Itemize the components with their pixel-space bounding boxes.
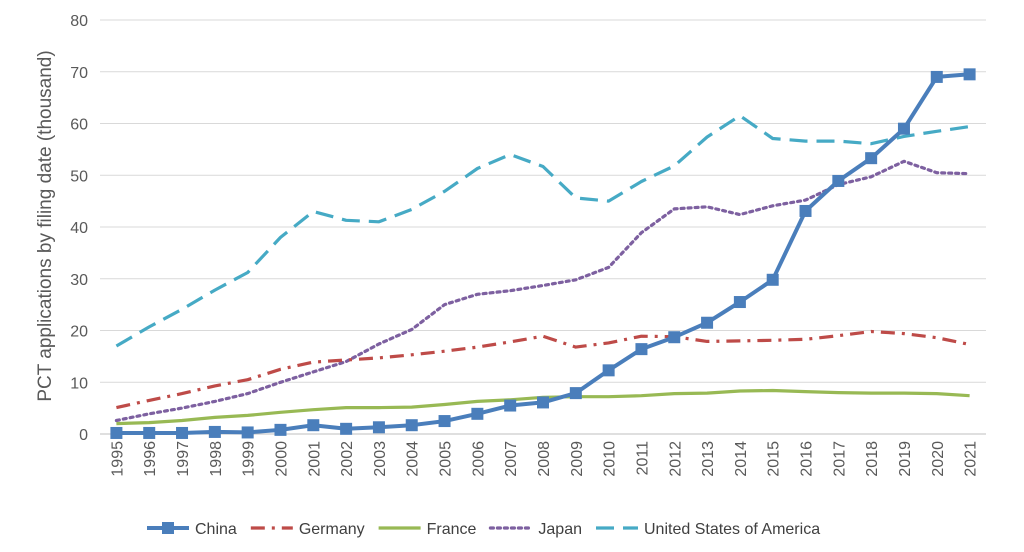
- y-tick-label: 80: [70, 13, 88, 30]
- data-point-china: [143, 426, 156, 439]
- x-tick-label: 2014: [733, 441, 750, 477]
- y-tick-label: 0: [79, 427, 88, 444]
- x-tick-label: 2004: [405, 441, 422, 477]
- data-point-china: [930, 70, 943, 83]
- series-lines: [110, 68, 976, 439]
- x-tick-label: 2007: [503, 441, 520, 477]
- series-line-united-states-of-america: [115, 114, 970, 348]
- legend-label-japan: Japan: [538, 521, 582, 538]
- x-tick-label: 2006: [470, 441, 487, 477]
- x-tick-label: 1995: [109, 441, 126, 477]
- x-tick-label: 2011: [634, 441, 651, 476]
- x-tick-label: 2001: [306, 441, 323, 477]
- x-tick-label: 2017: [831, 441, 848, 477]
- y-tick-label: 20: [70, 324, 88, 341]
- data-point-china: [241, 426, 254, 439]
- x-tick-label: 2018: [864, 441, 881, 477]
- x-tick-label: 2009: [569, 441, 586, 477]
- x-tick-label: 2008: [536, 441, 553, 477]
- legend-marker-china: [162, 522, 174, 534]
- x-tick-label: 2003: [372, 441, 389, 477]
- y-tick-label: 60: [70, 117, 88, 134]
- y-tick-label: 40: [70, 220, 88, 237]
- legend-label-germany: Germany: [299, 521, 365, 538]
- data-point-china: [799, 204, 812, 217]
- y-tick-label: 10: [70, 375, 88, 392]
- x-tick-label: 1998: [208, 441, 225, 477]
- legend-label-france: France: [427, 521, 477, 538]
- data-point-china: [602, 364, 615, 377]
- legend-label-united-states-of-america: United States of America: [644, 521, 820, 538]
- x-tick-label: 2010: [602, 441, 619, 477]
- legend: China Germany France Japan United States of …: [147, 521, 820, 538]
- data-point-china: [372, 421, 385, 434]
- data-point-china: [963, 68, 976, 81]
- x-tick-label: 1999: [241, 441, 258, 477]
- data-point-china: [176, 426, 189, 439]
- data-point-china: [274, 423, 287, 436]
- y-tick-label: 50: [70, 168, 88, 185]
- data-point-china: [208, 425, 221, 438]
- y-axis-ticks: 0 10 20 30 40 50 60 70 80: [70, 13, 88, 444]
- x-tick-label: 1997: [175, 441, 192, 477]
- legend-label-china: China: [195, 521, 237, 538]
- x-tick-label: 1996: [142, 441, 159, 477]
- x-tick-label: 2019: [897, 441, 914, 477]
- data-point-china: [405, 419, 418, 432]
- gridlines: [100, 19, 986, 383]
- data-point-china: [340, 422, 353, 435]
- data-point-china: [438, 415, 451, 428]
- data-point-china: [897, 122, 910, 135]
- data-point-china: [471, 407, 484, 420]
- x-tick-label: 2016: [799, 441, 816, 477]
- data-point-china: [307, 419, 320, 432]
- x-tick-label: 2000: [273, 441, 290, 477]
- data-point-china: [701, 316, 714, 329]
- x-tick-label: 2015: [766, 441, 783, 477]
- x-axis-ticks: 1995 1996 1997 1998 1999 2000 2001 2002 2003 2004…: [109, 441, 979, 477]
- x-tick-label: 2012: [667, 441, 684, 477]
- x-tick-label: 2020: [930, 441, 947, 477]
- data-point-china: [733, 296, 746, 309]
- data-point-china: [537, 396, 549, 409]
- data-point-china: [668, 331, 681, 344]
- data-point-china: [504, 399, 517, 412]
- y-axis-title: PCT applications by filing date (thousan…: [35, 50, 56, 401]
- y-tick-label: 70: [70, 65, 88, 82]
- x-tick-label: 2013: [700, 441, 717, 477]
- data-point-china: [635, 343, 648, 356]
- x-tick-label: 2021: [963, 441, 980, 477]
- data-point-china: [110, 426, 123, 439]
- y-tick-label: 30: [70, 272, 88, 289]
- data-point-china: [832, 174, 845, 187]
- data-point-china: [766, 273, 779, 286]
- x-tick-label: 2002: [339, 441, 356, 477]
- data-point-china: [569, 387, 582, 400]
- series-line-germany: [116, 329, 970, 410]
- data-point-china: [865, 152, 878, 165]
- x-tick-label: 2005: [438, 441, 455, 477]
